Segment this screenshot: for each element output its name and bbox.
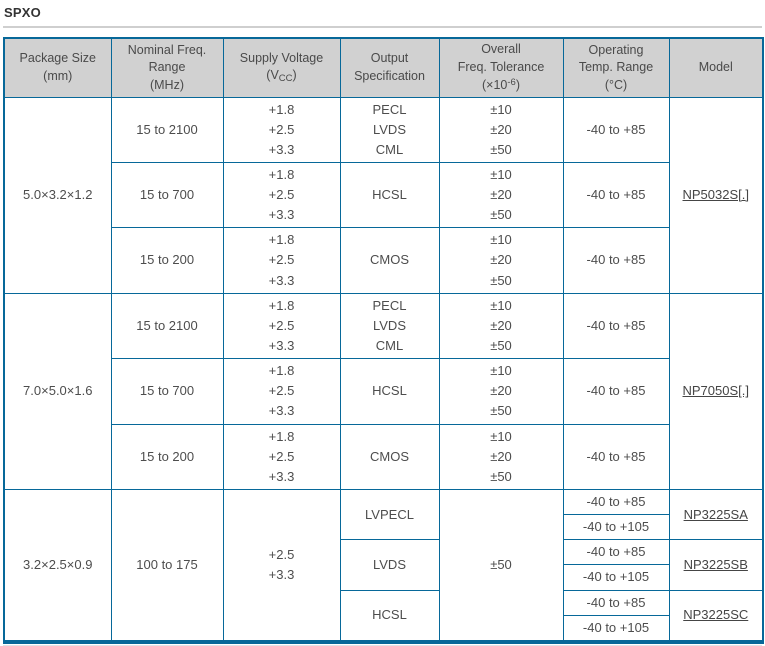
nominal-freq-cell: 15 to 200: [110, 423, 224, 491]
output-spec-cell: CMOS: [339, 227, 440, 294]
col-header-freq-tolerance: Overall Freq. Tolerance (×10-6): [438, 37, 564, 98]
model-link[interactable]: NP5032S[.]: [682, 187, 750, 203]
supply-voltage-cell: +1.8 +2.5 +3.3: [222, 161, 341, 229]
temp-range-cell: -40 to +85: [562, 489, 670, 516]
table-row: 15 to 700 +1.8 +2.5 +3.3 HCSL ±10 ±20 ±5…: [4, 161, 763, 229]
model-link[interactable]: NP3225SB: [683, 556, 748, 572]
nominal-freq-cell: 15 to 2100: [110, 292, 224, 360]
supply-voltage-cell: +1.8 +2.5 +3.3: [222, 423, 341, 491]
supply-voltage-cell: +1.8 +2.5 +3.3: [222, 96, 341, 163]
table-row: -40 to +105: [4, 514, 763, 541]
table-row: 15 to 700 +1.8 +2.5 +3.3 HCSL ±10 ±20 ±5…: [4, 358, 763, 425]
temp-range-cell: -40 to +85: [562, 423, 670, 491]
temp-range-cell: -40 to +105: [562, 564, 670, 591]
col-header-output-spec: Output Specification: [339, 37, 440, 98]
col-header-package-size: Package Size (mm): [3, 37, 112, 98]
nominal-freq-cell: 15 to 700: [110, 161, 224, 229]
package-size-cell: 3.2×2.5×0.9: [3, 489, 112, 643]
nominal-freq-cell: 15 to 200: [110, 227, 224, 294]
model-cell: NP3225SB: [668, 539, 764, 591]
output-spec-cell: HCSL: [339, 358, 440, 425]
table-row: 15 to 200 +1.8 +2.5 +3.3 CMOS ±10 ±20 ±5…: [4, 423, 763, 491]
page-title: SPXO: [4, 5, 41, 20]
table-row: 3.2×2.5×0.9 100 to 175 +2.5 +3.3 LVPECL …: [3, 489, 764, 643]
col-header-operating-temp: Operating Temp. Range (°C): [562, 37, 670, 98]
header-row: Package Size (mm) Nominal Freq. Range (M…: [3, 37, 764, 98]
temp-range-cell: -40 to +105: [562, 614, 670, 643]
model-link[interactable]: NP7050S[.]: [682, 383, 750, 399]
output-spec-cell: HCSL: [339, 589, 440, 643]
temp-range-cell: -40 to +85: [562, 292, 670, 360]
exponent-superscript: -6: [507, 77, 516, 88]
temp-range-cell: -40 to +85: [562, 96, 670, 163]
freq-tolerance-cell: ±10 ±20 ±50: [438, 227, 564, 294]
col-header-supply-voltage: Supply Voltage (VCC): [222, 37, 341, 98]
spxo-spec-table: Package Size (mm) Nominal Freq. Range (M…: [3, 37, 764, 644]
model-cell: NP3225SA: [668, 489, 764, 541]
temp-range-cell: -40 to +85: [562, 589, 670, 616]
table-row: 15 to 200 +1.8 +2.5 +3.3 CMOS ±10 ±20 ±5…: [4, 227, 763, 294]
nominal-freq-cell: 15 to 2100: [110, 96, 224, 163]
temp-range-cell: -40 to +85: [562, 539, 670, 566]
output-spec-cell: LVPECL: [339, 489, 440, 541]
supply-voltage-cell: +1.8 +2.5 +3.3: [222, 227, 341, 294]
output-spec-cell: HCSL: [339, 161, 440, 229]
table-row: HCSL -40 to +85 NP3225SC: [4, 589, 764, 643]
model-link[interactable]: NP3225SA: [683, 506, 748, 522]
supply-voltage-cell: +1.8 +2.5 +3.3: [222, 358, 341, 425]
freq-tolerance-cell: ±10 ±20 ±50: [438, 358, 564, 425]
temp-range-cell: -40 to +85: [562, 161, 670, 229]
freq-tolerance-cell: ±10 ±20 ±50: [438, 161, 564, 229]
model-cell: NP5032S[.]: [668, 96, 764, 294]
table-row: LVDS -40 to +85 NP3225SB: [4, 539, 764, 591]
output-spec-cell: PECL LVDS CML: [339, 96, 440, 163]
vcc-subscript: CC: [278, 73, 293, 85]
freq-tolerance-cell: ±10 ±20 ±50: [438, 423, 564, 491]
temp-range-cell: -40 to +85: [562, 227, 670, 294]
package-size-cell: 5.0×3.2×1.2: [3, 96, 112, 294]
col-header-model: Model: [668, 37, 764, 98]
temp-range-cell: -40 to +105: [562, 514, 670, 541]
nominal-freq-cell: 100 to 175: [110, 489, 224, 643]
temp-range-cell: -40 to +85: [562, 358, 670, 425]
output-spec-cell: CMOS: [339, 423, 440, 491]
freq-tolerance-cell: ±10 ±20 ±50: [438, 292, 564, 360]
model-link[interactable]: NP3225SC: [683, 607, 749, 623]
supply-voltage-cell: +1.8 +2.5 +3.3: [222, 292, 341, 360]
output-spec-cell: PECL LVDS CML: [339, 292, 440, 360]
table-row: -40 to +105: [4, 564, 763, 591]
freq-tolerance-cell: ±10 ±20 ±50: [438, 96, 564, 163]
table-row: 7.0×5.0×1.6 15 to 2100 +1.8 +2.5 +3.3 PE…: [3, 292, 764, 491]
nominal-freq-cell: 15 to 700: [110, 358, 224, 425]
table-row: 5.0×3.2×1.2 15 to 2100 +1.8 +2.5 +3.3 PE…: [3, 96, 764, 294]
supply-voltage-cell: +2.5 +3.3: [222, 489, 341, 643]
title-divider: [3, 26, 762, 28]
col-header-nominal-freq: Nominal Freq. Range (MHz): [110, 37, 224, 98]
model-cell: NP3225SC: [668, 589, 764, 643]
model-cell: NP7050S[.]: [668, 292, 764, 491]
package-size-cell: 7.0×5.0×1.6: [3, 292, 112, 491]
freq-tolerance-cell: ±50: [438, 489, 564, 643]
output-spec-cell: LVDS: [339, 539, 440, 591]
